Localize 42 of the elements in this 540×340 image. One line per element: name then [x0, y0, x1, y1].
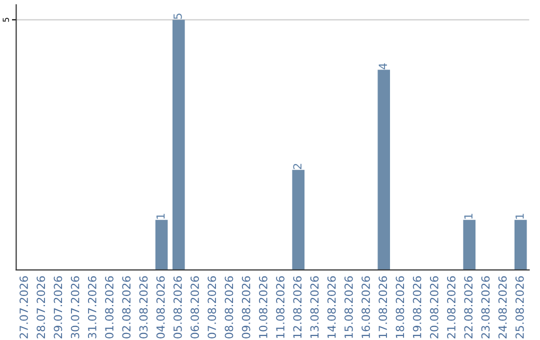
- x-tick-label: 07.08.2026: [208, 276, 216, 338]
- x-tick-label: 22.08.2026: [464, 276, 473, 338]
- x-tick-label: 23.08.2026: [481, 276, 490, 338]
- x-tick-label: 14.08.2026: [327, 276, 336, 338]
- x-tick-label: 15.08.2026: [344, 276, 353, 338]
- bar: [514, 220, 527, 270]
- x-tick-label: 24.08.2026: [498, 276, 507, 338]
- x-tick-label: 03.08.2026: [139, 276, 148, 338]
- x-tick-label: 10.08.2026: [258, 276, 268, 338]
- x-tick-label: 06.08.2026: [190, 276, 199, 338]
- bar: [155, 220, 168, 270]
- x-tick-label: 21.08.2026: [447, 276, 456, 338]
- x-tick-label: 17.08.2026: [378, 276, 388, 338]
- bar: [378, 70, 390, 270]
- x-tick-label: 29.07.2026: [54, 276, 62, 338]
- x-tick-label: 31.07.2026: [88, 276, 96, 338]
- x-tick-label: 30.07.2026: [70, 276, 80, 338]
- x-tick-label: 12.08.2026: [293, 276, 302, 338]
- x-tick-label: 04.08.2026: [156, 276, 165, 338]
- bar: [172, 20, 185, 270]
- data-label: 5: [174, 14, 182, 19]
- x-tick-label: 28.07.2026: [36, 276, 46, 338]
- data-label: 4: [378, 63, 387, 70]
- bar: [292, 170, 305, 270]
- x-tick-label: 16.08.2026: [362, 276, 370, 338]
- data-label: 1: [516, 214, 524, 219]
- x-tick-label: 08.08.2026: [224, 276, 234, 338]
- x-tick-label: 05.08.2026: [173, 276, 182, 338]
- x-tick-label: 27.07.2026: [20, 276, 28, 338]
- x-tick-label: 13.08.2026: [310, 276, 319, 338]
- data-label: 1: [464, 214, 472, 219]
- x-tick-label: 25.08.2026: [515, 276, 524, 338]
- data-label: 1: [156, 214, 165, 219]
- data-label: 2: [293, 164, 302, 170]
- x-tick-label: 18.08.2026: [396, 276, 404, 338]
- x-tick-label: 19.08.2026: [412, 276, 422, 338]
- x-tick-label: 02.08.2026: [122, 276, 131, 338]
- x-tick-label: 20.08.2026: [430, 276, 438, 338]
- x-tick-label: 11.08.2026: [276, 276, 284, 338]
- x-tick-label: 09.08.2026: [242, 276, 250, 338]
- bar: [463, 220, 476, 270]
- x-tick-label: 01.08.2026: [105, 276, 114, 338]
